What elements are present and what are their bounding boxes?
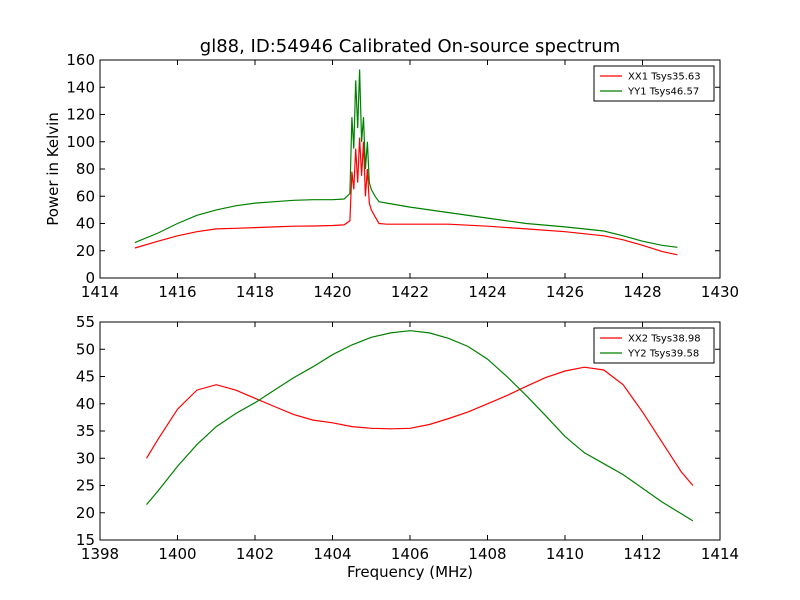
- top-x-tick-label: 1424: [468, 283, 506, 301]
- bottom-y-tick-label: 45: [76, 368, 95, 386]
- top-y-tick-label: 0: [85, 269, 95, 287]
- bottom-x-tick-label: 1402: [236, 545, 274, 563]
- top-series-line-2: [134, 69, 678, 248]
- top-x-tick-label: 1418: [236, 283, 274, 301]
- top-x-ticks: 1414 1416 1418 1420 1422 1424 1426 1428 1430: [81, 60, 739, 301]
- bottom-y-tick-label: 20: [76, 504, 95, 522]
- top-x-tick-label: 1414: [81, 283, 119, 301]
- bottom-series-line-1: [145, 366, 694, 486]
- bottom-y-tick-label: 30: [76, 449, 95, 467]
- top-x-tick-label: 1430: [701, 283, 739, 301]
- top-x-tick-label: 1422: [391, 283, 429, 301]
- bottom-x-tick-label: 1406: [391, 545, 429, 563]
- bottom-x-tick-label: 1412: [623, 545, 661, 563]
- bottom-x-tick-label: 1404: [313, 545, 351, 563]
- top-y-tick-label: 140: [66, 78, 95, 96]
- bottom-y-tick-label: 35: [76, 422, 95, 440]
- bottom-plot-lines: [145, 330, 694, 522]
- bottom-legend-label-1: XX2 Tsys38.98: [628, 334, 701, 345]
- top-y-tick-label: 40: [76, 215, 95, 233]
- bottom-y-tick-label: 50: [76, 340, 95, 358]
- top-y-tick-label: 20: [76, 242, 95, 260]
- bottom-legend: XX2 Tsys38.98 YY2 Tsys39.58: [593, 327, 715, 364]
- top-y-tick-label: 100: [66, 133, 95, 151]
- top-legend-box: [593, 65, 715, 102]
- bottom-x-tick-label: 1398: [81, 545, 119, 563]
- bottom-legend-label-2: YY2 Tsys39.58: [627, 349, 699, 360]
- top-x-tick-label: 1416: [158, 283, 196, 301]
- top-legend-label-2: YY1 Tsys46.57: [627, 87, 699, 98]
- top-legend-label-1: XX1 Tsys35.63: [628, 72, 701, 83]
- bottom-x-tick-label: 1408: [468, 545, 506, 563]
- bottom-y-tick-label: 55: [76, 313, 95, 331]
- bottom-x-ticks: 1398 1400 1402 1404 1406 1408 1410 1412 1414: [81, 322, 739, 563]
- top-x-tick-label: 1420: [313, 283, 351, 301]
- bottom-subplot: Frequency (MHz) 1398 1400 1402 1404 1406 1408…: [76, 313, 739, 581]
- top-x-tick-label: 1426: [546, 283, 584, 301]
- chart-title: gl88, ID:54946 Calibrated On-source spec…: [200, 36, 620, 57]
- bottom-x-tick-label: 1400: [158, 545, 196, 563]
- bottom-y-tick-label: 15: [76, 531, 95, 549]
- top-y-tick-label: 80: [76, 160, 95, 178]
- bottom-y-tick-label: 25: [76, 477, 95, 495]
- top-legend: XX1 Tsys35.63 YY1 Tsys46.57: [593, 65, 715, 102]
- top-subplot: gl88, ID:54946 Calibrated On-source spec…: [44, 36, 739, 301]
- top-y-axis-label: Power in Kelvin: [44, 112, 62, 226]
- bottom-legend-box: [593, 327, 715, 364]
- top-y-ticks: 0 20 40 60 80 100 120 140 160: [66, 51, 720, 287]
- top-y-tick-label: 60: [76, 187, 95, 205]
- bottom-y-ticks: 15 20 25 30 35 40 45 50 55: [76, 313, 720, 549]
- top-plot-lines: [134, 69, 678, 256]
- bottom-x-tick-label: 1414: [701, 545, 739, 563]
- top-y-tick-label: 120: [66, 106, 95, 124]
- top-y-tick-label: 160: [66, 51, 95, 69]
- bottom-x-tick-label: 1410: [546, 545, 584, 563]
- top-x-tick-label: 1428: [623, 283, 661, 301]
- bottom-y-tick-label: 40: [76, 395, 95, 413]
- top-series-line-1: [134, 137, 678, 256]
- bottom-series-line-2: [146, 330, 694, 522]
- bottom-x-axis-label: Frequency (MHz): [347, 563, 473, 581]
